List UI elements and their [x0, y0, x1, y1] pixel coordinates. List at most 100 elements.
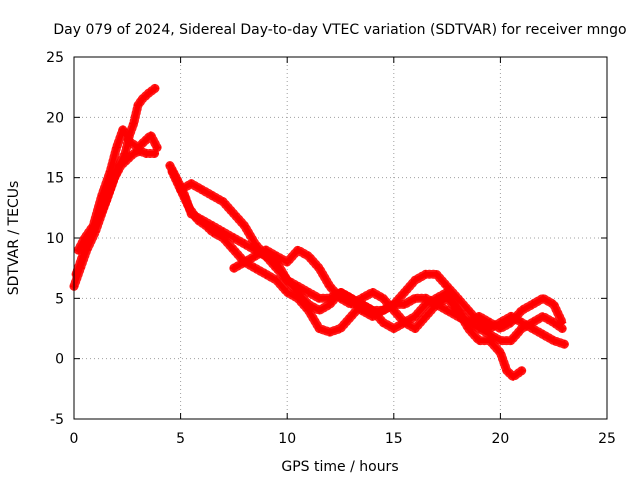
trace-5-point-9 [251, 264, 260, 273]
trace-5-point-3 [193, 215, 202, 224]
trace-4-point-37 [549, 318, 558, 327]
x-tick-label: 0 [70, 431, 79, 447]
trace-6-point-36 [560, 340, 569, 349]
trace-1-point-10 [133, 101, 142, 110]
trace-7-point-7 [304, 252, 313, 261]
trace-5-point-35 [517, 366, 526, 375]
trace-5-point-11 [272, 276, 281, 285]
y-tick-label: 10 [46, 231, 64, 247]
trace-6-point-26 [453, 294, 462, 303]
trace-7-point-28 [528, 300, 537, 309]
trace-7-point-12 [357, 294, 366, 303]
trace-7-point-6 [293, 246, 302, 255]
trace-7-point-1 [240, 258, 249, 267]
trace-6-point-11 [293, 288, 302, 297]
trace-4-point-33 [507, 336, 516, 345]
trace-5-plus-markers [167, 167, 527, 382]
trace-5-point-25 [421, 300, 430, 309]
trace-6-point-6 [240, 221, 249, 230]
trace-5-point-6 [219, 234, 228, 242]
grid-lines [74, 57, 607, 419]
trace-6-point-5 [229, 209, 238, 218]
trace-7-point-27 [517, 306, 526, 315]
trace-7-point-8 [315, 264, 324, 273]
y-axis-label: SDTVAR / TECUs [6, 181, 22, 296]
axis-ticks: 0 5 10 15 20 25 -5 0 5 10 15 20 25 [46, 50, 616, 447]
trace-6-point-22 [411, 276, 420, 285]
y-tick-label: 20 [46, 110, 64, 126]
trace-3-plus-markers [73, 124, 162, 255]
trace-7-point-26 [507, 318, 516, 327]
trace-7-point-24 [485, 318, 494, 327]
trace-6-point-4 [219, 197, 228, 206]
trace-6-point-1 [187, 179, 196, 188]
trace-4-point-8 [240, 240, 249, 249]
trace-5-point-22 [389, 324, 398, 333]
trace-6-point-17 [357, 306, 366, 315]
y-tick-label: 0 [55, 352, 64, 368]
trace-7-point-22 [464, 318, 473, 327]
trace-5-point-16 [325, 328, 334, 337]
trace-5-point-33 [502, 366, 511, 375]
y-tick-label: 25 [46, 50, 64, 66]
trace-7-point-9 [325, 282, 334, 291]
trace-2-point-0 [72, 270, 81, 279]
trace-3-point-11 [153, 143, 162, 152]
trace-7-point-19 [432, 300, 441, 309]
trace-3-point-3 [97, 191, 106, 200]
trace-6-point-24 [432, 270, 441, 279]
trace-7-point-16 [400, 318, 409, 327]
x-axis-label: GPS time / hours [281, 459, 398, 475]
trace-7-point-3 [261, 246, 270, 255]
trace-6-point-2 [197, 185, 206, 194]
y-tick-label: 5 [55, 291, 64, 307]
trace-1-point-11 [138, 95, 147, 104]
trace-6-point-14 [325, 300, 334, 309]
trace-7-point-11 [347, 300, 356, 309]
trace-7-point-17 [411, 324, 420, 333]
trace-4-point-23 [400, 300, 409, 309]
trace-7-point-29 [539, 294, 548, 303]
trace-3-point-6 [119, 125, 128, 134]
trace-7-point-31 [558, 318, 567, 327]
trace-6-point-9 [272, 264, 281, 273]
trace-6-point-23 [421, 270, 430, 279]
trace-5-point-0 [168, 167, 177, 176]
trace-6-point-27 [464, 306, 473, 315]
trace-5-point-15 [315, 324, 324, 333]
trace-7-point-15 [389, 306, 398, 315]
trace-2-point-8 [129, 149, 138, 158]
x-tick-label: 20 [491, 431, 509, 447]
trace-3-point-9 [140, 137, 149, 146]
x-tick-label: 5 [176, 431, 185, 447]
trace-3-point-0 [74, 246, 83, 255]
trace-7-point-5 [283, 258, 292, 267]
trace-6-point-21 [400, 288, 409, 297]
trace-5-point-18 [347, 312, 356, 321]
y-tick-label: 15 [46, 171, 64, 187]
trace-6-point-13 [315, 306, 324, 315]
trace-5-point-30 [475, 336, 484, 345]
trace-5-point-17 [336, 324, 345, 333]
x-tick-label: 10 [278, 431, 296, 447]
trace-7-point-13 [368, 288, 377, 297]
trace-2-point-10 [142, 149, 151, 158]
trace-3-point-10 [146, 131, 155, 140]
trace-3-point-4 [106, 167, 115, 176]
trace-3-point-7 [125, 137, 134, 146]
data-series [69, 83, 569, 382]
trace-6-point-3 [208, 191, 217, 200]
trace-7-point-0 [229, 264, 238, 273]
trace-6-point-34 [539, 330, 548, 339]
trace-4-point-24 [411, 294, 420, 303]
trace-5-point-21 [379, 318, 388, 327]
trace-5-point-7 [229, 246, 238, 255]
trace-5-point-24 [411, 312, 420, 321]
trace-6-point-25 [443, 282, 452, 291]
trace-5-point-5 [208, 227, 217, 236]
trace-2-point-1 [78, 252, 87, 261]
trace-5-point-2 [185, 203, 194, 212]
trace-4-point-36 [539, 312, 548, 321]
trace-6-point-33 [528, 324, 537, 333]
